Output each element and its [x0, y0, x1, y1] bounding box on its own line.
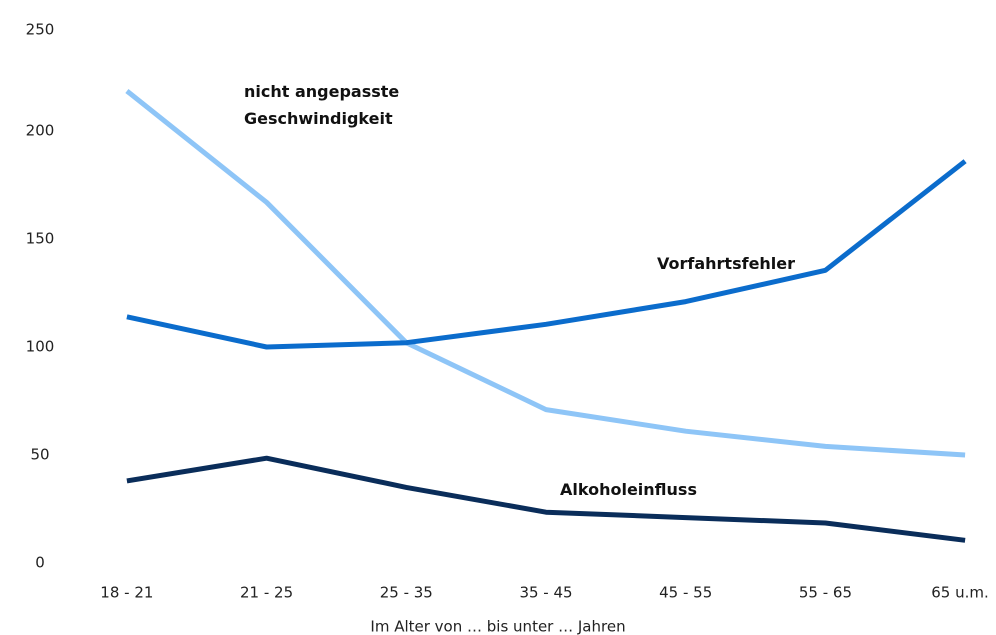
y-tick-label: 50: [30, 446, 49, 464]
x-tick-label: 65 u.m.: [931, 584, 989, 602]
series-label: nicht angepasste Geschwindigkeit: [244, 82, 400, 128]
series-label: Alkoholeinfluss: [560, 480, 697, 499]
x-axis-label: Im Alter von … bis unter … Jahren: [370, 618, 625, 635]
y-tick-label: 200: [26, 122, 55, 140]
x-tick-label: 21 - 25: [240, 584, 293, 602]
y-tick-label: 250: [26, 21, 55, 39]
series-line: [126, 455, 966, 543]
series-line: [126, 159, 967, 350]
y-tick-label: 100: [26, 338, 55, 356]
x-tick-label: 45 - 55: [659, 584, 712, 602]
x-tick-label: 18 - 21: [100, 584, 153, 602]
x-tick-label: 55 - 65: [799, 584, 852, 602]
x-tick-label: 25 - 35: [380, 584, 433, 602]
series-label: Vorfahrtsfehler: [657, 254, 796, 273]
series-line: [125, 89, 966, 458]
x-tick-label: 35 - 45: [519, 584, 572, 602]
y-tick-label: 150: [26, 230, 55, 248]
y-tick-label: 0: [35, 554, 45, 572]
